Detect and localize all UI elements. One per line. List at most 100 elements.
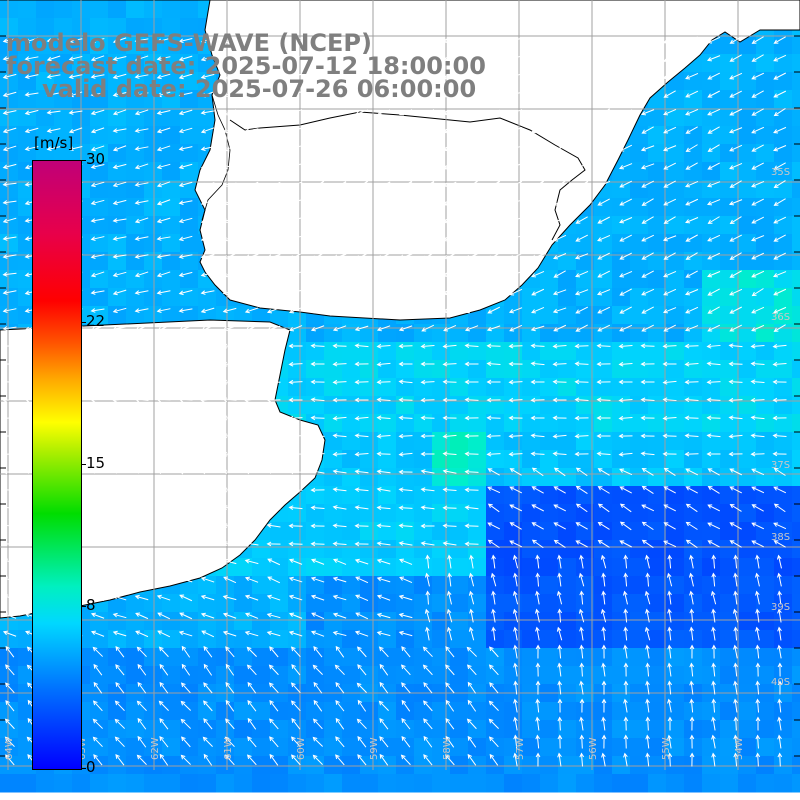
field-cell [702,360,721,379]
field-cell [738,486,757,505]
field-cell [18,774,37,793]
field-cell [234,306,253,325]
field-cell [306,342,325,361]
field-cell [738,720,757,739]
field-cell [288,342,307,361]
field-cell [702,324,721,343]
field-cell [396,648,415,667]
wind-arrow [134,182,149,187]
field-cell [630,396,649,415]
field-cell [756,216,775,235]
wind-arrow [134,163,149,170]
wind-arrow [663,252,676,260]
field-cell [324,594,343,613]
field-cell [18,198,37,217]
field-cell [414,558,433,577]
field-cell [378,720,397,739]
field-cell [108,738,127,757]
wind-arrow [112,289,127,296]
field-cell [252,756,271,775]
wind-arrow [2,145,17,152]
wind-arrow [222,145,237,152]
field-cell [360,396,379,415]
field-cell [468,360,487,379]
wind-arrow [178,146,193,151]
field-cell [18,162,37,181]
field-cell [684,486,703,505]
wind-arrow [773,126,787,134]
field-cell [414,522,433,541]
wind-arrow [728,199,743,206]
wind-arrow [597,252,611,260]
field-cell [108,648,127,667]
wind-arrow [266,145,281,152]
field-cell [522,630,541,649]
field-cell [684,468,703,487]
field-cell [720,324,739,343]
field-cell [0,648,19,667]
wind-arrow [266,236,281,241]
field-cell [486,738,505,757]
wind-arrow [46,92,61,97]
field-cell [342,522,361,541]
field-cell [234,648,253,667]
field-cell [774,198,793,217]
field-cell [432,450,451,469]
field-cell [288,774,307,793]
colorbar-tick-label: 15 [86,454,106,472]
field-cell [126,108,145,127]
wind-arrow [2,56,17,61]
field-cell [198,594,217,613]
field-cell [576,486,595,505]
field-cell [720,36,739,55]
wind-arrow [597,198,610,206]
wind-arrow [354,91,369,98]
wind-arrow [244,181,259,188]
field-cell [576,540,595,559]
field-cell [252,702,271,721]
field-cell [306,756,325,775]
wind-arrow [729,90,743,98]
wind-arrow [200,272,215,278]
field-cell [630,432,649,451]
wind-arrow [267,289,281,296]
field-cell [666,558,685,577]
field-cell [540,648,559,667]
field-cell [612,396,631,415]
field-cell [630,612,649,631]
field-cell [324,702,343,721]
field-cell [522,288,541,307]
wind-arrow [751,72,765,80]
field-cell [522,648,541,667]
field-cell [378,522,397,541]
wind-arrow [310,163,325,170]
field-cell [486,558,505,577]
wind-arrow [641,234,655,242]
wind-arrow [663,216,676,224]
wind-arrow [420,271,435,278]
field-cell [774,324,793,343]
field-cell [792,720,800,739]
field-cell [414,414,433,433]
field-cell [306,378,325,397]
field-cell [792,162,800,181]
wind-arrow [420,163,435,170]
field-cell [378,558,397,577]
field-cell [198,630,217,649]
field-cell [234,738,253,757]
wind-arrow [200,55,215,62]
field-cell [414,738,433,757]
wind-arrow [46,110,61,115]
lon-label: 56W [588,737,599,760]
field-cell [774,558,793,577]
wind-arrow [487,162,501,170]
field-cell [414,756,433,775]
field-cell [576,522,595,541]
field-cell [792,288,800,307]
field-cell [252,306,271,325]
wind-arrow [641,36,655,44]
field-cell [684,540,703,559]
field-cell [630,720,649,739]
field-cell [360,540,379,559]
wind-arrow [355,270,369,278]
